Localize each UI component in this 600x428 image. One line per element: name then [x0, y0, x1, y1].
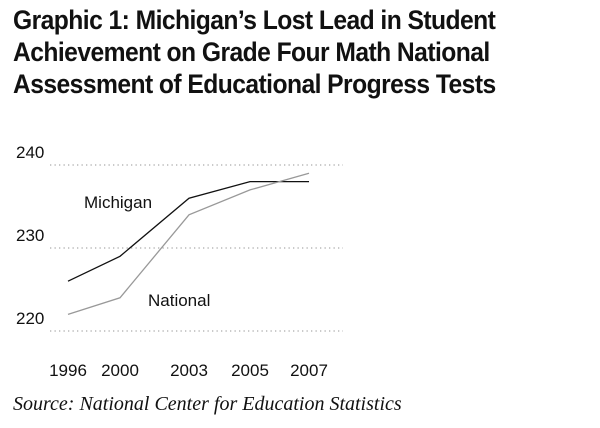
series-label-national: National — [148, 291, 210, 310]
y-tick-label: 230 — [16, 226, 44, 245]
series-label-michigan: Michigan — [84, 193, 152, 212]
y-tick-label: 220 — [16, 309, 44, 328]
title-line: Graphic 1: Michigan’s Lost Lead in Stude… — [13, 5, 496, 35]
source-note: Source: National Center for Education St… — [13, 393, 402, 415]
y-tick-label: 240 — [16, 143, 44, 162]
x-tick-label: 1996 — [49, 361, 87, 380]
x-tick-label: 2003 — [170, 361, 208, 380]
title-line: Assessment of Educational Progress Tests — [13, 69, 496, 99]
x-tick-label: 2000 — [101, 361, 139, 380]
x-tick-label: 2005 — [231, 361, 269, 380]
chart-title: Graphic 1: Michigan’s Lost Lead in Stude… — [13, 4, 562, 100]
title-line: Achievement on Grade Four Math National — [13, 37, 490, 67]
x-tick-label: 2007 — [290, 361, 328, 380]
